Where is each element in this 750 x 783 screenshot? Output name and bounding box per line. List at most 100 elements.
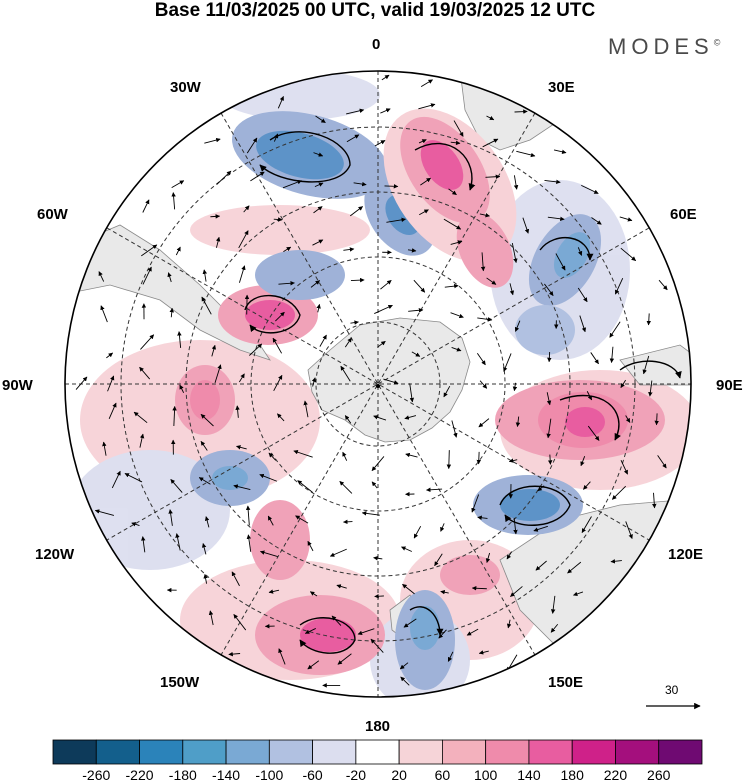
wind-vector <box>547 454 553 465</box>
wind-vector <box>268 589 280 594</box>
colorbar-swatch <box>268 739 314 765</box>
colorbar-tick-label: -60 <box>302 767 323 783</box>
wind-vector <box>478 418 490 428</box>
wind-vector <box>476 352 486 366</box>
wind-vector <box>172 405 177 427</box>
wind-vector <box>609 321 621 338</box>
colorbar-tick-label: -220 <box>125 767 154 783</box>
wind-vector <box>581 516 592 534</box>
circulation-arrows <box>244 131 682 654</box>
wind-vector <box>450 240 463 245</box>
wind-vector <box>402 583 415 595</box>
wind-vector <box>657 455 667 469</box>
wind-vector <box>277 95 284 109</box>
wind-vector <box>344 337 352 348</box>
map-disc <box>65 71 691 697</box>
wind-vector <box>591 217 602 225</box>
wind-vector <box>619 216 633 222</box>
colorbar-swatch <box>658 739 703 765</box>
wind-vector <box>346 134 360 143</box>
wind-vector <box>243 205 250 213</box>
wind-vector <box>303 400 309 418</box>
wind-vector <box>625 415 631 423</box>
wind-vector <box>204 516 210 528</box>
wind-vector <box>344 415 352 424</box>
wind-vector <box>383 378 399 385</box>
wind-vector <box>535 560 547 571</box>
wind-vector <box>353 181 367 187</box>
wind-vector <box>208 610 214 626</box>
wind-vector <box>567 561 582 574</box>
wind-vector <box>386 217 406 223</box>
wind-vector <box>547 351 552 363</box>
wind-vector <box>587 425 600 441</box>
wind-vector <box>434 553 443 567</box>
lon-label-180: 180 <box>365 718 391 735</box>
wind-vector <box>371 456 385 472</box>
wind-vector <box>167 272 172 283</box>
wind-vector <box>408 308 424 313</box>
wind-vector <box>399 662 409 670</box>
map-border <box>64 70 692 698</box>
wind-vector <box>179 384 185 393</box>
wind-vector <box>282 179 302 189</box>
wind-vector <box>380 279 392 290</box>
wind-vector <box>590 352 599 365</box>
wind-vector <box>201 543 207 555</box>
wind-vector <box>450 140 461 146</box>
wind-vector <box>446 450 452 470</box>
colorbar-tick-label: -20 <box>345 767 366 783</box>
wind-vector <box>620 459 628 475</box>
wind-vector <box>295 515 309 524</box>
blob-neg-east-atlantic <box>515 214 602 355</box>
wind-vector <box>451 420 458 438</box>
wind-vector <box>342 451 348 461</box>
wind-vector <box>476 451 482 465</box>
wind-vector <box>513 517 518 535</box>
wind-vector <box>418 103 436 110</box>
wind-vector <box>198 477 211 485</box>
wind-vector <box>413 279 426 293</box>
wind-vector <box>214 364 222 384</box>
wind-vector <box>98 271 105 282</box>
wind-vector <box>508 458 518 463</box>
wind-vector <box>106 352 114 359</box>
wind-vector <box>216 170 232 185</box>
wind-vector <box>297 480 313 493</box>
wind-vector <box>131 522 140 527</box>
colorbar-swatch <box>485 739 530 765</box>
wind-vector <box>620 247 637 262</box>
blob-pos-150w <box>250 500 385 675</box>
colorbar-swatch <box>441 739 487 765</box>
wind-vector <box>579 315 587 333</box>
wind-vector <box>581 184 599 194</box>
wind-vector <box>236 445 247 450</box>
wind-vector <box>466 628 479 636</box>
wind-vector <box>250 171 265 182</box>
colorbar-tick-label: -100 <box>255 767 284 783</box>
wind-vector <box>201 296 212 315</box>
wind-vector <box>533 525 548 532</box>
wind-vector <box>503 353 512 372</box>
wind-vector <box>409 383 415 403</box>
wind-vector <box>625 521 633 539</box>
wind-vector <box>278 648 286 665</box>
wind-vector <box>349 206 363 217</box>
wind-vector <box>620 379 626 388</box>
wind-vector <box>133 411 148 424</box>
wind-vector <box>370 638 384 653</box>
wind-vector <box>486 277 497 285</box>
wind-vector <box>443 385 451 398</box>
wind-vector <box>510 586 523 597</box>
wind-vector <box>477 515 488 521</box>
wind-vector <box>107 375 115 392</box>
wind-vector <box>373 415 387 421</box>
colorbar-swatch <box>182 739 227 765</box>
wind-vector <box>307 540 314 552</box>
wind-vector <box>75 376 88 390</box>
wind-vector <box>268 452 277 461</box>
south-america-tip <box>65 224 271 361</box>
wind-vector <box>175 533 181 551</box>
wind-vector <box>515 416 521 427</box>
